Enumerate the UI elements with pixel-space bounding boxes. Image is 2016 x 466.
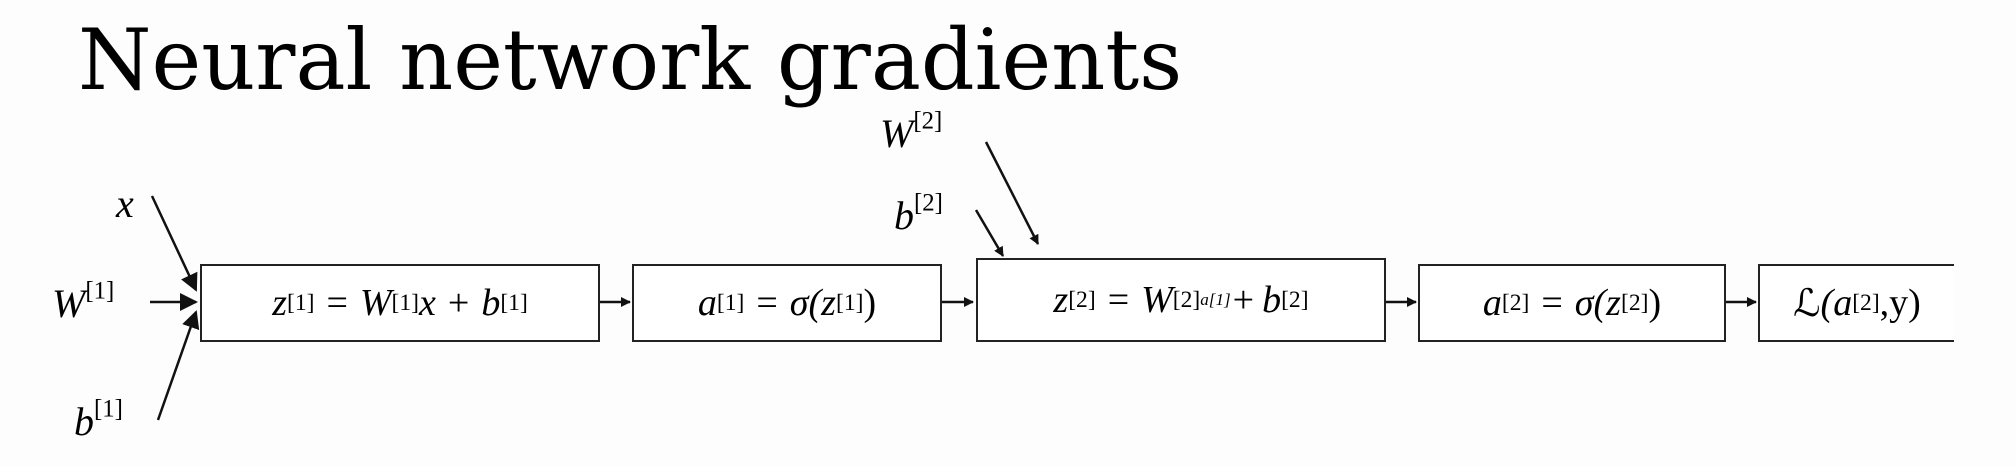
arrow-w2-to-z2 [984, 141, 1040, 245]
z2-box: z [2] = W [2] a[1] + b [2] [976, 258, 1386, 342]
arrow-b2-to-z2 [974, 209, 1005, 257]
a1-box: a [1] = σ (z [1]) [632, 264, 942, 342]
input-b2-label: b[2] [894, 189, 943, 238]
arrow-x-to-z1 [150, 195, 198, 292]
input-w1-label: W[1] [52, 277, 115, 326]
z1-box: z [1] = W [1] x + b [1] [200, 264, 600, 342]
input-x-label: x [116, 181, 134, 226]
slide-title: Neural network gradients [78, 11, 1183, 109]
a2-box: a [2] = σ (z [2]) [1418, 264, 1726, 342]
arrow-b1-to-z1 [156, 310, 200, 421]
input-w2-label: W[2] [880, 107, 943, 156]
loss-box: ℒ (a [2] ,y) [1758, 264, 1954, 342]
input-b1-label: b[1] [74, 395, 123, 444]
